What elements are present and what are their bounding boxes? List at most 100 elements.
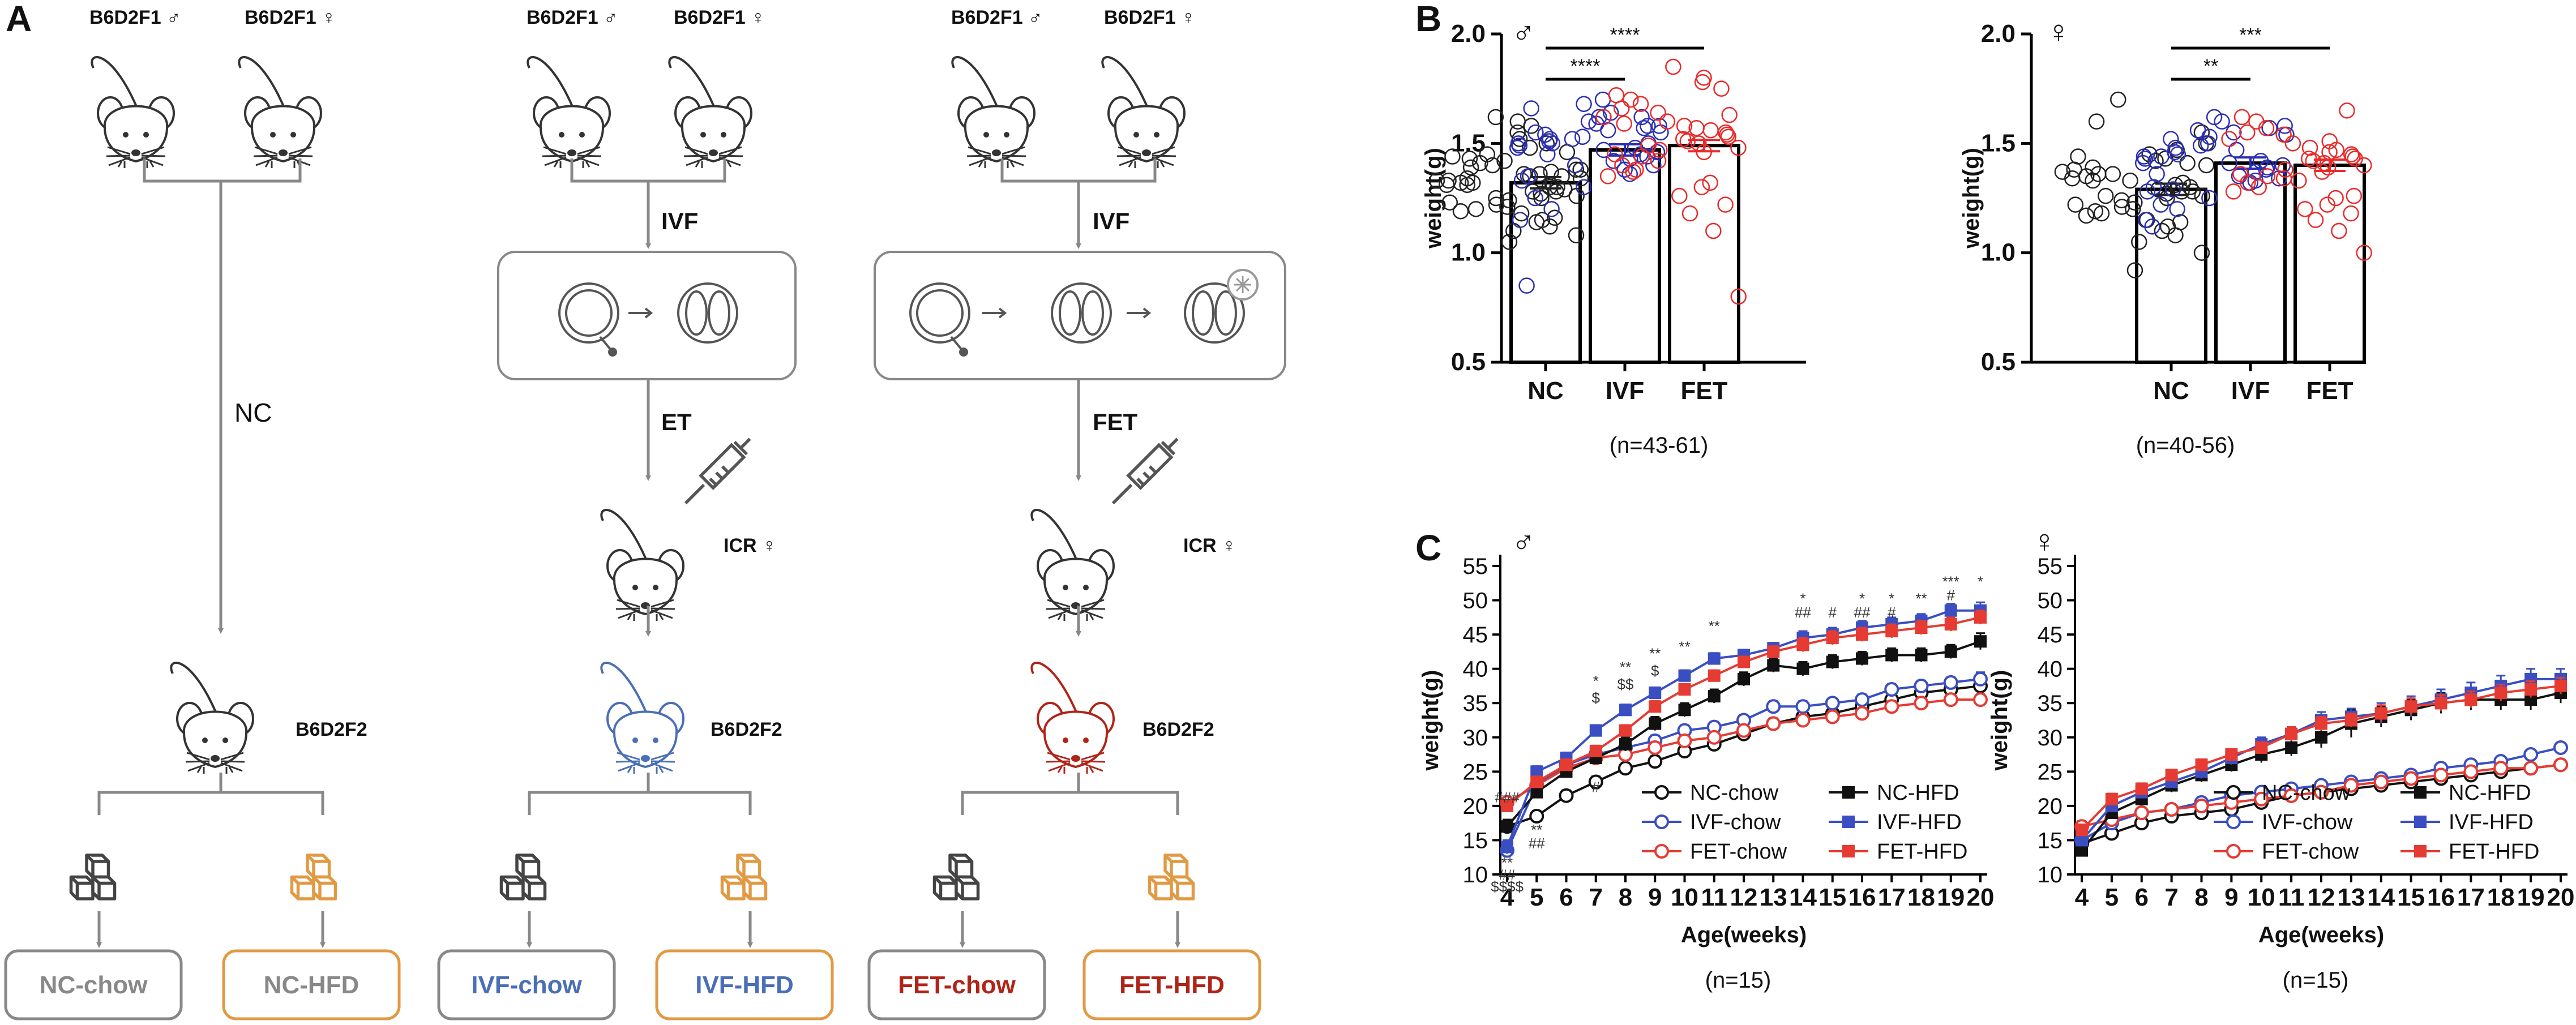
data-point [2131, 234, 2147, 250]
data-point [2144, 218, 2160, 235]
data-point [1676, 118, 1693, 134]
data-point [1591, 109, 1607, 126]
data-point [2198, 157, 2215, 174]
x-tick-label: 7 [1589, 884, 1603, 911]
y-tick-label: 0.5 [1451, 348, 1486, 376]
data-point [1559, 788, 1574, 803]
legend-marker [1654, 814, 1669, 829]
nc-chow-box-label: NC-chow [40, 971, 148, 999]
data-point [1616, 161, 1633, 178]
x-axis-title: Age(weeks) [1681, 923, 1807, 947]
data-point [1546, 209, 1563, 226]
data-point [2221, 155, 2237, 171]
y-axis-title: weight(g) [1987, 670, 2012, 771]
data-point [1501, 799, 1513, 812]
data-point [2087, 203, 2104, 220]
y-tick-label: 25 [2038, 760, 2063, 784]
data-point [1706, 730, 1722, 745]
data-point [1619, 724, 1632, 737]
data-point [1549, 179, 1565, 195]
significance-label: ## [1529, 835, 1545, 852]
panel-b-letter: B [1415, 0, 1441, 39]
data-point [2523, 747, 2539, 762]
mouse-icon [600, 661, 684, 775]
data-point [1648, 740, 1663, 755]
data-point [1605, 153, 1622, 169]
mouse-icon [91, 55, 175, 169]
data-point [1465, 174, 1481, 191]
data-point [1572, 161, 1589, 178]
significance-label: **** [1610, 24, 1640, 46]
data-point [2285, 741, 2298, 754]
significance-label: $ [1651, 662, 1659, 679]
data-point [1651, 118, 1667, 134]
data-point [1717, 196, 1734, 213]
data-point [1487, 109, 1504, 126]
data-point [2233, 109, 2250, 126]
significance-label: ** [1649, 645, 1661, 662]
x-tick-label: 7 [2164, 884, 2178, 911]
ivf-step-label: IVF [661, 208, 698, 234]
data-point [1459, 170, 1475, 187]
data-point [2104, 166, 2121, 182]
x-tick-label: 5 [1530, 884, 1543, 911]
data-point [1650, 153, 1667, 169]
data-point [2206, 109, 2223, 126]
legend-marker [1842, 786, 1855, 799]
data-point [2347, 151, 2363, 167]
data-point [2126, 262, 2143, 278]
data-point [1885, 649, 1898, 662]
legend-label: IVF-HFD [1877, 810, 1962, 834]
data-point [2221, 131, 2237, 147]
bar [1509, 181, 1582, 364]
panel-a-letter: A [6, 0, 32, 39]
data-point [2225, 748, 2238, 761]
data-point [1588, 774, 1603, 790]
data-point [1973, 692, 1988, 707]
data-point [2524, 693, 2538, 706]
data-point [2274, 157, 2291, 174]
mouse-icon [238, 55, 322, 169]
legend-label: IVF-chow [2262, 810, 2353, 834]
x-tick-label: 8 [2194, 884, 2208, 911]
data-point [1589, 745, 1602, 757]
legend-label: FET-chow [1690, 840, 1787, 864]
sex-symbol: ♀ [2047, 14, 2070, 49]
data-point [1527, 124, 1544, 141]
data-point [1520, 168, 1537, 185]
data-point [2172, 214, 2189, 230]
sex-symbol: ♂ [1512, 523, 1535, 559]
legend-marker [1842, 816, 1855, 828]
x-tick-label: 20 [2547, 884, 2575, 911]
data-point [1488, 190, 1504, 207]
significance-label: * [1889, 590, 1894, 607]
data-point [1681, 205, 1698, 222]
data-point [1719, 126, 1735, 143]
data-point [1616, 115, 1632, 132]
data-point [1618, 761, 1633, 776]
data-point [1855, 706, 1869, 721]
data-point [2344, 148, 2361, 165]
y-axis-title: weight(g) [1959, 148, 1984, 249]
data-point [1914, 696, 1929, 711]
series-line [1507, 684, 1981, 828]
data-point [1628, 161, 1644, 178]
data-point [1702, 122, 1719, 139]
mouse-icon [951, 55, 1035, 169]
x-tick-label: 8 [1619, 884, 1632, 911]
data-point [1766, 716, 1781, 731]
data-point [1738, 672, 1750, 685]
data-point [1648, 754, 1663, 769]
data-point [1543, 164, 1559, 180]
hfd-food-icon [1150, 855, 1193, 899]
data-point [1484, 157, 1501, 174]
data-point [2098, 187, 2114, 204]
data-point [1518, 277, 1535, 294]
x-tick-label: 13 [1760, 884, 1787, 911]
data-point [1688, 120, 1705, 136]
legend-label: NC-chow [1690, 781, 1779, 805]
data-point [2553, 740, 2568, 755]
data-point [2137, 212, 2154, 228]
data-point [1678, 669, 1691, 682]
